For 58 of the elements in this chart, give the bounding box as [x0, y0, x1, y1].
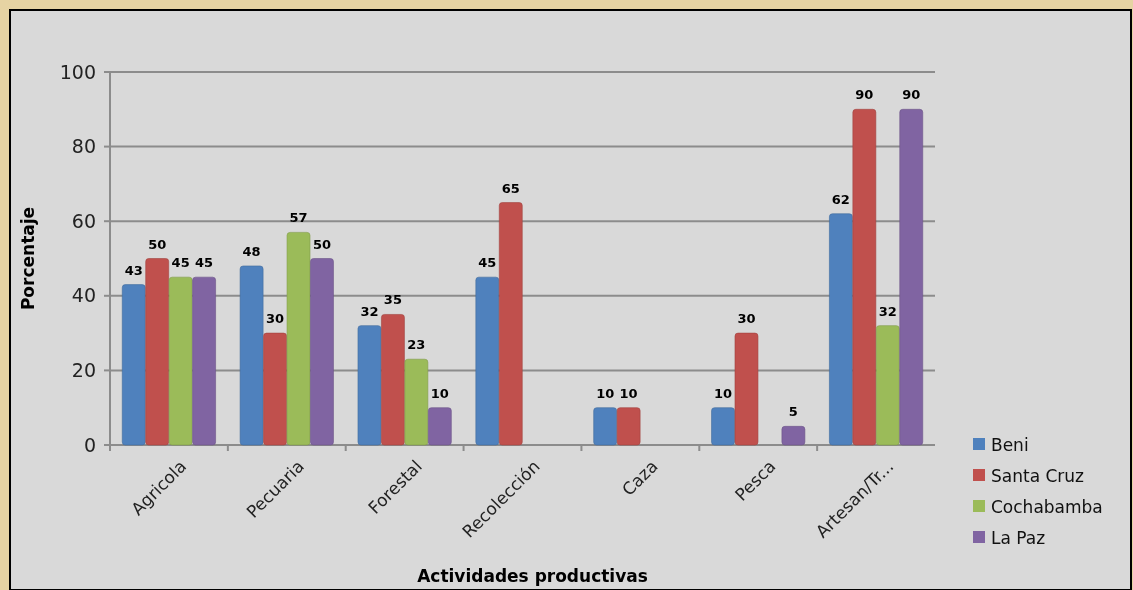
data-label: 45: [478, 255, 497, 271]
bar: [263, 332, 287, 446]
data-label: 50: [312, 236, 332, 252]
bar: [734, 332, 759, 446]
legend-label: Cochabamba: [991, 496, 1103, 517]
bar: [310, 258, 334, 446]
legend-label: Beni: [991, 434, 1029, 455]
y-tick-label: 60: [71, 209, 96, 232]
data-label: 5: [788, 404, 798, 420]
y-tick-label: 40: [71, 284, 96, 307]
legend-label: Santa Cruz: [991, 465, 1085, 486]
data-label: 43: [124, 262, 143, 278]
y-axis-title: Porcentaje: [18, 206, 38, 311]
data-label: 50: [148, 236, 167, 252]
x-axis-title: Actividades productivas: [417, 566, 648, 586]
bar: [286, 232, 311, 446]
bar: [381, 314, 405, 446]
data-label: 65: [501, 180, 520, 196]
bar: [711, 407, 735, 446]
data-label: 62: [831, 191, 850, 207]
data-label: 30: [266, 311, 285, 327]
bar: [357, 325, 382, 446]
y-tick-label: 80: [71, 135, 96, 158]
bar: [616, 407, 641, 446]
bar: [498, 202, 523, 446]
bar: [428, 407, 452, 446]
bar: [239, 265, 264, 446]
y-tick-label: 20: [71, 359, 96, 382]
data-label: 10: [619, 385, 638, 401]
bar: [404, 358, 429, 446]
legend-label: La Paz: [991, 527, 1046, 548]
data-label: 57: [289, 210, 308, 226]
data-label: 10: [713, 385, 733, 401]
data-label: 45: [195, 255, 214, 271]
data-label: 10: [596, 385, 615, 401]
data-label: 30: [737, 311, 756, 327]
bar: [781, 426, 806, 446]
data-label: 10: [430, 385, 449, 401]
bar: [899, 109, 924, 446]
data-label: 32: [878, 303, 897, 319]
bar: [145, 258, 169, 446]
y-tick-label: 100: [59, 60, 96, 83]
data-label: 48: [242, 243, 261, 259]
bar: [829, 213, 853, 446]
data-label: 35: [383, 292, 402, 308]
data-label: 90: [902, 87, 921, 103]
data-label: 45: [171, 255, 190, 271]
data-label: 32: [360, 303, 379, 319]
bar: [121, 284, 146, 446]
bar: [168, 276, 193, 446]
y-tick-label: 0: [83, 433, 96, 456]
bar: [475, 276, 500, 446]
bar: [192, 276, 216, 446]
data-label: 90: [855, 87, 874, 103]
bar: [852, 109, 877, 446]
data-label: 23: [407, 337, 426, 353]
bar: [593, 407, 617, 446]
bar: [876, 325, 900, 446]
